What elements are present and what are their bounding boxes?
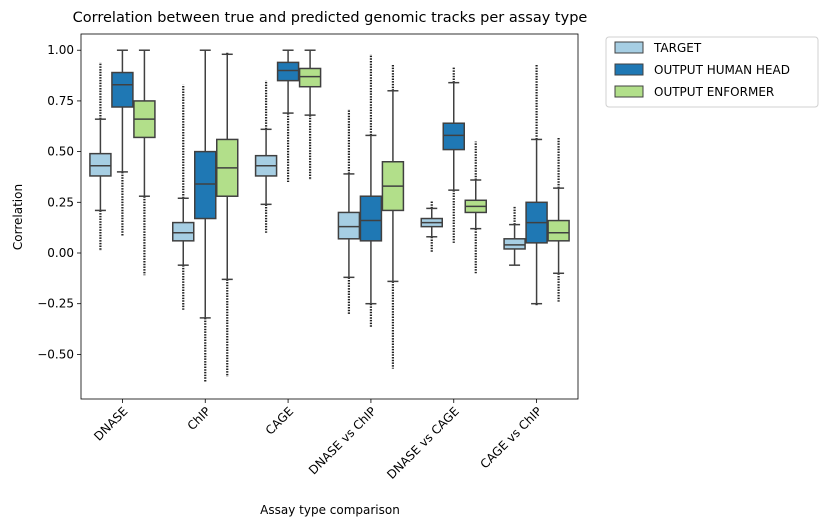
box-1-2 — [276, 49, 300, 183]
legend-swatch — [614, 41, 644, 54]
box-0-2 — [254, 80, 278, 233]
box-2-1 — [216, 52, 239, 377]
box-body — [442, 122, 465, 151]
legend: TARGET OUTPUT HUMAN HEAD OUTPUT ENFORMER — [605, 36, 819, 108]
box-2-2 — [298, 49, 322, 180]
x-tick-label: DNASE — [91, 404, 130, 443]
x-tick-label: CAGE — [263, 404, 296, 437]
box-body — [503, 238, 526, 250]
box-0-4 — [420, 200, 443, 253]
box-body — [89, 152, 112, 177]
legend-entry-label: OUTPUT ENFORMER — [654, 85, 774, 99]
legend-swatch — [614, 63, 644, 76]
y-tick-label: 0.00 — [47, 246, 74, 260]
x-axis-label: Assay type comparison — [260, 503, 400, 517]
y-tick-label: 0.75 — [47, 94, 74, 108]
box-body — [547, 219, 570, 242]
y-tick-label: −0.25 — [37, 297, 74, 311]
y-tick-label: −0.50 — [37, 347, 74, 361]
box-2-3 — [381, 64, 405, 369]
box-1-3 — [359, 54, 383, 329]
box-body — [337, 211, 361, 240]
legend-entry-label: OUTPUT HUMAN HEAD — [654, 63, 790, 77]
box-2-4 — [464, 141, 487, 274]
box-body — [359, 195, 383, 242]
box-body — [298, 67, 322, 88]
box-2-5 — [547, 137, 570, 302]
y-tick-label: 0.50 — [47, 145, 74, 159]
box-1-5 — [525, 64, 548, 306]
legend-swatch — [614, 85, 644, 98]
plot-frame — [80, 33, 579, 400]
y-tick-label: 0.25 — [47, 195, 74, 209]
chart-title: Correlation between true and predicted g… — [73, 10, 588, 26]
box-0-5 — [503, 206, 526, 266]
box-0-0 — [89, 62, 112, 251]
box-body — [172, 221, 195, 242]
x-tick-label: CAGE vs ChIP — [478, 404, 545, 471]
plot-area: −0.50 −0.25 0.00 0.25 0.50 0.75 1.00 DNASE ChIP C… — [37, 33, 579, 482]
x-tick-label: DNASE vs ChIP — [306, 404, 379, 477]
box-body — [276, 61, 300, 82]
box-body — [111, 71, 134, 108]
box-1-4 — [442, 66, 465, 243]
box-0-1 — [172, 84, 195, 310]
box-2-0 — [133, 49, 156, 276]
x-tick-label: ChIP — [185, 404, 214, 433]
legend-entry-label: TARGET — [653, 41, 702, 55]
box-0-3 — [337, 109, 361, 314]
legend-frame — [605, 36, 819, 108]
box-body — [194, 150, 217, 220]
box-1-0 — [111, 49, 134, 237]
y-axis-label: Correlation — [11, 184, 25, 250]
box-1-1 — [194, 49, 217, 383]
y-tick-label: 1.00 — [47, 43, 74, 57]
x-tick-label: DNASE vs CAGE — [384, 404, 462, 482]
